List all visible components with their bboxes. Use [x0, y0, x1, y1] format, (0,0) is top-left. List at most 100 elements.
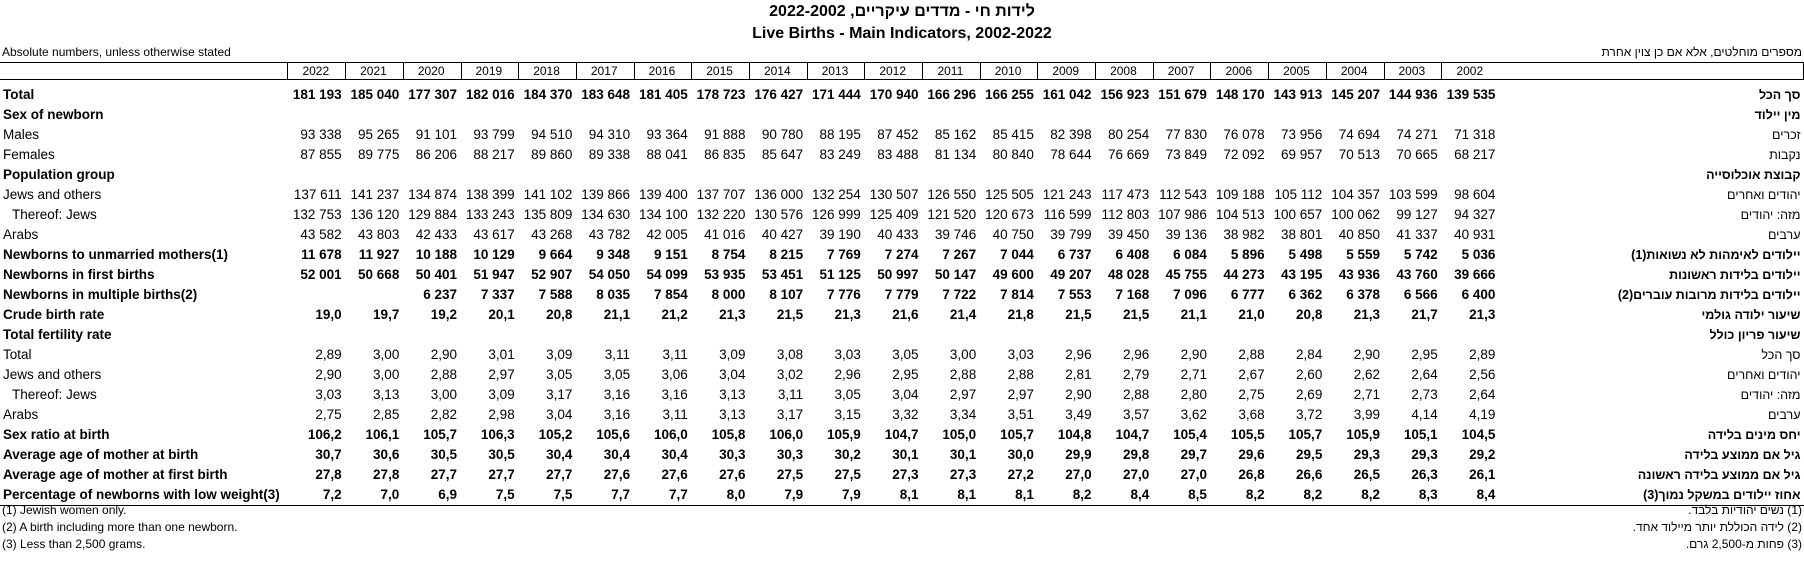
- table-row: Newborns in first births 52 001 50 668 50 4…: [0, 265, 1804, 285]
- row-label-hebrew: יילודים לאימהות לא נשואות(1): [1631, 248, 1801, 262]
- data-cell: 134 100: [638, 207, 688, 222]
- data-cell: 2,62: [1353, 367, 1381, 382]
- year-header: 2008: [1095, 62, 1154, 80]
- data-cell: 41 016: [704, 227, 746, 242]
- table-row: Arabs 2,75 2,85 2,82 2,98 3,04 3,16 3,11 3,13 3,1…: [0, 405, 1804, 425]
- data-cell: [1326, 105, 1384, 125]
- data-cell: 2,71: [1353, 387, 1381, 402]
- data-cell: 40 427: [761, 227, 804, 242]
- data-cell: 21,0: [1238, 307, 1265, 322]
- row-label-hebrew: שיעור ילודה גולמי: [1701, 308, 1801, 322]
- data-cell: 27,8: [315, 467, 342, 482]
- data-cell: 20,8: [1296, 307, 1323, 322]
- data-cell: 141 102: [523, 187, 573, 202]
- data-cell: 39 190: [819, 227, 861, 242]
- data-cell: 7,7: [576, 485, 635, 506]
- data-cell: 2,79: [1122, 367, 1150, 382]
- data-cell: 27,6: [719, 467, 746, 482]
- data-cell: 3,99: [1353, 407, 1381, 422]
- data-cell: [519, 105, 577, 125]
- data-cell: [1269, 325, 1327, 345]
- table-row: Sex of newborn מין יילוד: [0, 105, 1804, 125]
- row-label-english: Newborns to unmarried mothers(1): [3, 247, 229, 262]
- data-cell: 117 473: [1101, 187, 1150, 202]
- data-cell: [1096, 325, 1154, 345]
- data-cell: 139 866: [581, 187, 631, 202]
- data-cell: 126 550: [927, 187, 977, 202]
- data-cell: 8,1: [980, 485, 1038, 506]
- data-cell: 3,05: [834, 387, 861, 402]
- data-cell: 3,06: [661, 367, 688, 382]
- data-cell: 43 782: [588, 227, 631, 242]
- data-cell: 3,03: [1007, 347, 1034, 362]
- data-cell: 2,75: [1238, 387, 1265, 402]
- row-label-english: Newborns in first births: [3, 267, 155, 282]
- data-cell: 29,3: [1411, 447, 1438, 462]
- data-cell: [1096, 105, 1154, 125]
- data-cell: 2,90: [1180, 347, 1207, 362]
- data-cell: 170 940: [869, 87, 919, 102]
- data-cell: 3,05: [546, 367, 573, 382]
- data-cell: [346, 105, 404, 125]
- data-cell: 2,90: [1353, 347, 1381, 362]
- year-header: 2018: [518, 62, 577, 80]
- data-cell: 73 956: [1281, 127, 1323, 142]
- indicators-table: 2022 2021 2020 2019 2018 2017 2016 2015 2014 2013…: [0, 62, 1804, 506]
- row-label-hebrew: זכרים: [1771, 128, 1801, 142]
- data-cell: 109 188: [1215, 187, 1265, 202]
- data-cell: [865, 325, 923, 345]
- data-cell: 130 576: [754, 207, 804, 222]
- data-cell: 29,8: [1122, 447, 1150, 462]
- data-cell: [980, 325, 1038, 345]
- year-header: 2006: [1210, 62, 1269, 80]
- row-label-hebrew: נקבות: [1769, 148, 1801, 162]
- data-cell: 30,6: [373, 447, 400, 462]
- data-cell: 7,5: [518, 485, 577, 506]
- row-label-english: Sex ratio at birth: [3, 427, 110, 442]
- data-cell: 10 188: [415, 247, 458, 262]
- data-cell: 116 599: [1043, 207, 1092, 222]
- data-cell: 139 400: [638, 187, 688, 202]
- data-cell: 74 271: [1396, 127, 1438, 142]
- data-cell: 6 237: [423, 287, 458, 302]
- data-cell: 178 723: [696, 87, 746, 102]
- data-cell: 6 378: [1346, 287, 1381, 302]
- data-cell: 6 400: [1461, 287, 1496, 302]
- data-cell: 42 005: [646, 227, 688, 242]
- data-cell: [1038, 165, 1096, 185]
- data-cell: 29,3: [1353, 447, 1381, 462]
- footnote-hebrew: (3) פחות מ-2,500 גרם.: [1685, 537, 1802, 551]
- data-cell: 105,4: [1173, 427, 1207, 442]
- data-cell: 144 936: [1388, 87, 1438, 102]
- data-cell: 135 809: [523, 207, 573, 222]
- data-cell: 136 120: [350, 207, 400, 222]
- footnote-english: (1) Jewish women only.: [2, 503, 127, 517]
- data-cell: 2,90: [430, 347, 458, 362]
- data-cell: 86 835: [704, 147, 746, 162]
- row-label-hebrew: מזה: יהודים: [1740, 208, 1801, 222]
- data-cell: 30,5: [430, 447, 458, 462]
- data-cell: 51 947: [473, 267, 515, 282]
- data-cell: 94 310: [588, 127, 631, 142]
- data-cell: 70 665: [1396, 147, 1438, 162]
- data-cell: 105,2: [538, 427, 573, 442]
- data-cell: 7 854: [653, 287, 688, 302]
- data-cell: 3,02: [776, 367, 804, 382]
- data-cell: [1211, 325, 1269, 345]
- data-cell: 7 776: [827, 287, 861, 302]
- data-cell: 105,7: [1000, 427, 1034, 442]
- data-cell: 107 986: [1158, 207, 1207, 222]
- data-cell: 2,89: [1469, 347, 1496, 362]
- data-cell: 27,6: [603, 467, 631, 482]
- data-cell: [403, 165, 461, 185]
- data-cell: 8,2: [1326, 485, 1385, 506]
- data-cell: 21,1: [603, 307, 631, 322]
- year-header: 2020: [402, 62, 462, 80]
- data-cell: 40 433: [877, 227, 919, 242]
- year-header: 2021: [345, 62, 404, 80]
- data-cell: [980, 165, 1038, 185]
- data-cell: [461, 105, 519, 125]
- data-cell: 7 588: [538, 287, 573, 302]
- data-cell: 7,7: [634, 485, 692, 506]
- table-row: Total fertility rate שיעור פריון כולל: [0, 325, 1804, 345]
